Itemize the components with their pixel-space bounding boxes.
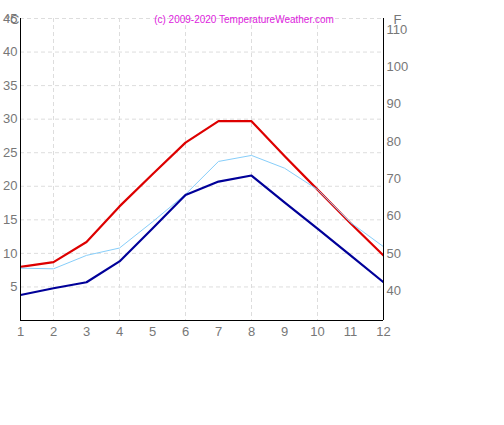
svg-text:°C: °C [5, 12, 20, 27]
svg-text:35: 35 [3, 78, 17, 93]
svg-text:3: 3 [83, 324, 90, 339]
svg-text:5: 5 [10, 279, 17, 294]
svg-text:40: 40 [3, 44, 17, 59]
svg-text:80: 80 [387, 134, 401, 149]
svg-text:30: 30 [3, 111, 17, 126]
svg-text:60: 60 [387, 208, 401, 223]
svg-text:10: 10 [3, 246, 17, 261]
svg-text:1: 1 [17, 324, 24, 339]
svg-text:50: 50 [387, 246, 401, 261]
svg-text:70: 70 [387, 171, 401, 186]
svg-text:(c) 2009-2020 TemperatureWeath: (c) 2009-2020 TemperatureWeather.com [154, 14, 334, 25]
svg-text:8: 8 [248, 324, 255, 339]
svg-text:100: 100 [387, 59, 409, 74]
svg-text:2: 2 [50, 324, 57, 339]
svg-text:5: 5 [149, 324, 156, 339]
svg-text:6: 6 [182, 324, 189, 339]
svg-text:F: F [394, 12, 402, 27]
svg-text:9: 9 [281, 324, 288, 339]
svg-text:40: 40 [387, 283, 401, 298]
svg-text:25: 25 [3, 145, 17, 160]
svg-text:20: 20 [3, 178, 17, 193]
svg-text:90: 90 [387, 96, 401, 111]
svg-text:11: 11 [344, 324, 358, 339]
svg-text:12: 12 [376, 324, 390, 339]
svg-text:15: 15 [3, 212, 17, 227]
svg-text:4: 4 [116, 324, 123, 339]
svg-text:110: 110 [386, 21, 408, 37]
svg-text:7: 7 [215, 324, 222, 339]
svg-text:10: 10 [310, 324, 324, 339]
